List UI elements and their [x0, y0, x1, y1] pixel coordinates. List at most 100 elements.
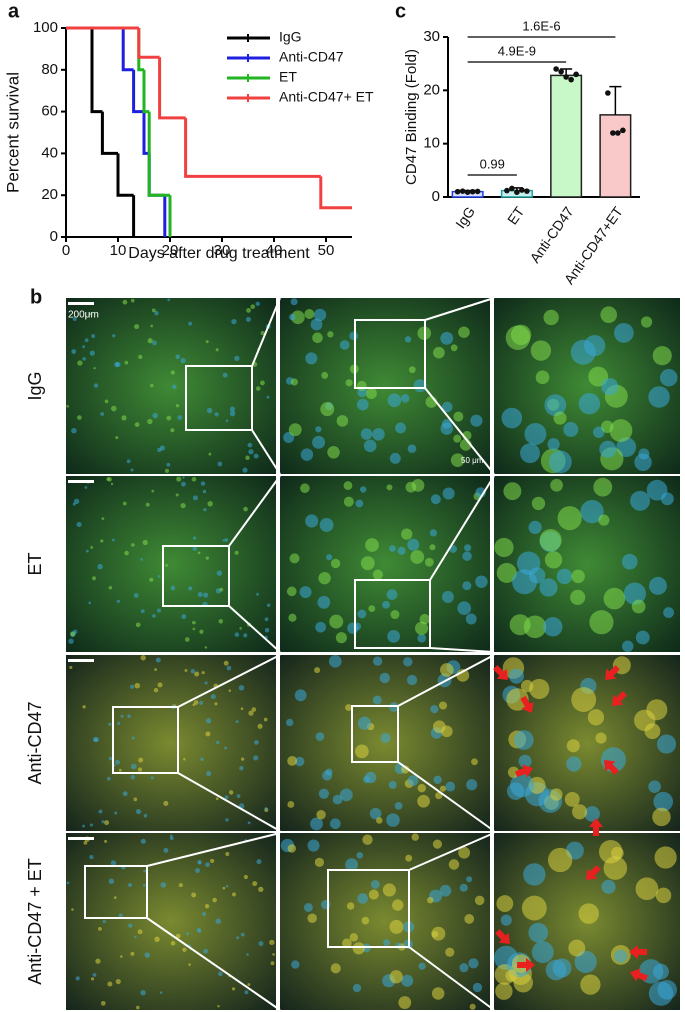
nucleus	[157, 608, 161, 613]
nucleus	[169, 834, 173, 838]
data-point	[459, 188, 466, 194]
nucleus	[177, 415, 183, 420]
nucleus	[72, 316, 77, 321]
nucleus	[225, 884, 229, 888]
zoom-line	[177, 654, 281, 708]
nucleus	[418, 962, 426, 970]
nucleus	[531, 941, 554, 964]
cell	[513, 973, 533, 993]
cell	[250, 304, 256, 310]
cell	[157, 682, 163, 688]
cell	[321, 371, 329, 379]
y-tick-label: 10	[423, 135, 440, 152]
cell	[104, 839, 108, 843]
nucleus	[172, 384, 177, 390]
nucleus	[253, 453, 259, 459]
cell	[593, 477, 613, 497]
cell	[589, 610, 614, 635]
cell	[214, 702, 218, 706]
nucleus	[599, 440, 617, 458]
cell	[110, 405, 117, 412]
nucleus	[101, 820, 105, 824]
nucleus	[299, 586, 312, 599]
nucleus	[91, 334, 96, 339]
nucleus	[441, 591, 454, 603]
x-axis-label: Days after drug treatment	[128, 245, 310, 262]
nucleus	[255, 301, 260, 307]
panel-label: b	[30, 286, 42, 308]
cell	[535, 370, 550, 385]
nucleus	[127, 714, 131, 718]
cell	[205, 340, 209, 344]
nucleus	[75, 976, 80, 981]
nucleus	[216, 570, 223, 576]
data-point	[568, 76, 574, 83]
nucleus	[501, 407, 523, 429]
nucleus	[659, 368, 678, 387]
cell	[349, 933, 359, 942]
nucleus	[440, 331, 454, 345]
row-label: ET	[25, 552, 45, 575]
nucleus	[84, 486, 88, 489]
nucleus	[247, 821, 251, 825]
survival-step	[142, 111, 150, 155]
zoom-line	[408, 946, 495, 1011]
nucleus	[319, 518, 334, 532]
cell	[71, 908, 74, 911]
nucleus	[73, 498, 80, 505]
cell	[135, 622, 141, 628]
cell	[147, 418, 153, 425]
scale-label: 50 μm	[461, 456, 484, 465]
nucleus	[387, 393, 402, 408]
arrow	[604, 760, 619, 775]
nucleus	[524, 423, 547, 446]
nucleus	[663, 607, 675, 618]
cell	[343, 481, 353, 490]
nucleus	[294, 689, 307, 702]
micrograph	[66, 298, 276, 474]
cell	[149, 577, 154, 582]
nucleus	[289, 313, 296, 321]
survival-step	[90, 28, 103, 114]
cell	[178, 883, 183, 888]
cell	[239, 627, 242, 630]
cell	[427, 896, 434, 904]
cell	[88, 312, 92, 316]
nucleus	[200, 757, 204, 761]
nucleus	[621, 640, 634, 652]
cell	[382, 883, 396, 897]
nucleus	[370, 879, 380, 889]
nucleus	[234, 355, 240, 361]
cell	[635, 877, 659, 901]
micrograph	[280, 476, 490, 652]
cell	[272, 953, 275, 956]
nucleus	[106, 776, 111, 781]
cell	[137, 767, 143, 772]
cell	[376, 817, 383, 824]
cell	[134, 422, 140, 427]
cell	[361, 916, 370, 925]
cell	[600, 306, 618, 324]
nucleus	[140, 989, 146, 996]
cell	[122, 299, 128, 305]
cell	[257, 723, 263, 729]
scale-bar	[68, 302, 94, 305]
nucleus	[239, 766, 244, 771]
significance-label: 4.9E-9	[498, 43, 536, 58]
cell	[183, 758, 186, 761]
cell	[529, 678, 550, 700]
nucleus	[215, 918, 221, 924]
nucleus	[339, 340, 350, 350]
panel-label: a	[8, 0, 20, 22]
survival-step	[158, 57, 186, 120]
data-point	[573, 71, 579, 78]
nucleus	[389, 545, 396, 552]
cell	[401, 528, 413, 540]
nucleus	[134, 935, 137, 939]
cell	[205, 556, 209, 560]
cell	[566, 739, 580, 753]
row-label: IgG	[25, 371, 45, 400]
cell	[191, 476, 197, 482]
x-tick-label: IgG	[452, 204, 478, 232]
cell	[231, 987, 236, 991]
